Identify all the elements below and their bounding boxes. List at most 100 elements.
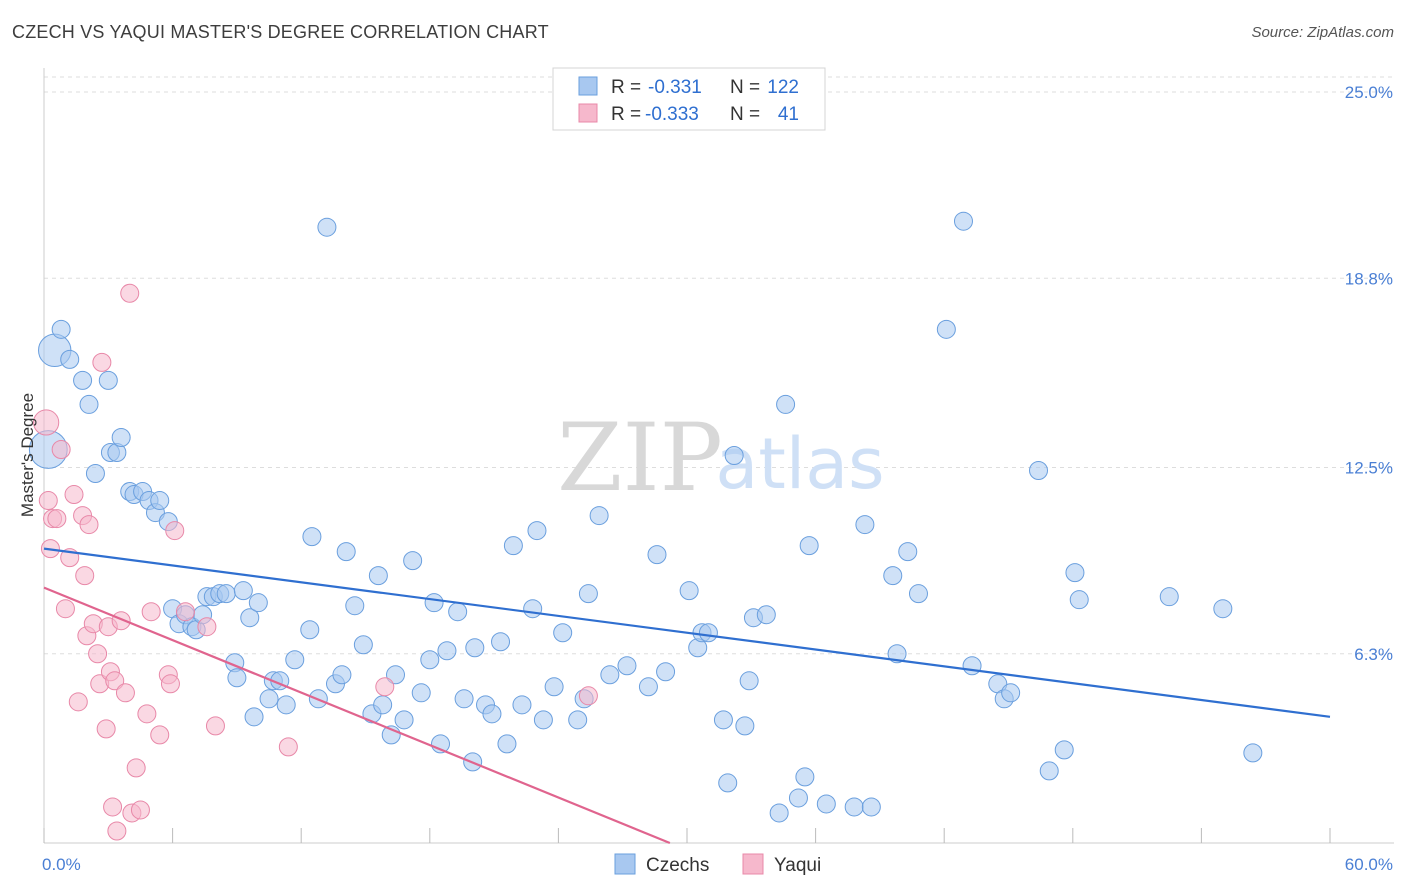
x-tick-label-1: 60.0% [1345,855,1393,874]
czechs-point-93 [756,605,776,625]
yaqui-point-0 [33,409,60,436]
czechs-point-91 [739,671,759,691]
czechs-point-41 [317,217,337,237]
yaqui-point-35 [165,521,185,541]
bottom-legend-swatch-yaqui [742,853,764,875]
legend-box: R = -0.331 N = 122 R = -0.333 N = 41 [552,67,826,131]
czechs-point-4 [79,394,99,414]
yaqui-point-1 [38,491,58,511]
yaqui-point-34 [160,674,180,694]
czechs-point-106 [908,584,928,604]
czechs-point-62 [465,638,485,658]
yaqui-point-36 [175,602,195,622]
czechs-point-53 [403,551,423,571]
czechs-point-94 [769,803,789,823]
czechs-point-117 [1069,590,1089,610]
czechs-point-73 [553,623,573,643]
yaqui-point-9 [68,692,88,712]
czechs-point-99 [816,794,836,814]
czechs-point-81 [647,545,667,565]
czechs-point-33 [259,689,279,709]
legend-n-label-yaqui: N = [730,104,760,125]
czechs-point-98 [799,536,819,556]
czechs-point-82 [656,662,676,682]
yaqui-point-31 [141,602,161,622]
czechs-point-112 [1001,683,1021,703]
czechs-point-32 [248,593,268,613]
yaqui-point-17 [92,352,112,372]
czechs-point-103 [883,566,903,586]
czechs-point-59 [448,602,468,622]
czechs-point-54 [411,683,431,703]
czechs-point-52 [394,710,414,730]
yaqui-point-11 [75,566,95,586]
czechs-point-5 [85,464,105,484]
czechs-point-78 [600,665,620,685]
chart-title: CZECH VS YAQUI MASTER'S DEGREE CORRELATI… [12,22,549,42]
czechs-point-108 [953,211,973,231]
yaqui-point-22 [105,671,125,691]
legend-swatch-czechs [578,76,598,96]
czechs-point-101 [855,515,875,535]
czechs-point-109 [962,656,982,676]
yaqui-point-5 [51,439,71,459]
czechs-point-26 [216,584,236,604]
czechs-point-9 [111,427,131,447]
yaqui-point-28 [126,758,146,778]
czechs-point-113 [1029,461,1049,481]
czechs-point-29 [233,581,253,601]
yaqui-point-21 [103,797,123,817]
legend-r-label-czechs: R = [611,77,641,98]
yaqui-points [33,283,598,841]
czechs-point-76 [578,584,598,604]
legend-swatch-yaqui [578,103,598,123]
x-tick-label-0: 0.0% [42,855,81,874]
legend-r-value-czechs: -0.331 [648,77,702,98]
bottom-legend-czechs: Czechs [646,855,709,876]
yaqui-point-26 [120,283,140,303]
legend-n-value-czechs: 122 [767,77,799,98]
yaqui-point-25 [115,683,135,703]
czechs-point-15 [150,491,170,511]
y-tick-label-2: 18.8% [1345,269,1393,288]
czechs-point-116 [1065,563,1085,583]
y-tick-label-1: 12.5% [1345,459,1393,478]
czechs-point-45 [345,596,365,616]
czechs-point-88 [718,773,738,793]
bottom-legend: Czechs Yaqui [614,853,821,876]
czechs-point-1 [51,319,71,339]
czechs-point-48 [368,566,388,586]
czechs-point-30 [240,608,260,628]
legend-n-label-czechs: N = [730,77,760,98]
bottom-legend-swatch-czechs [614,853,636,875]
watermark-atlas: atlas [715,423,884,505]
czechs-point-6 [98,370,118,390]
yaqui-point-15 [88,644,108,664]
yaqui-point-4 [47,509,67,529]
czechs-point-31 [244,707,264,727]
czechs-point-46 [353,635,373,655]
czechs-points [28,211,1263,823]
yaqui-point-37 [197,617,217,637]
yaqui-trend-line [43,586,671,845]
czechs-point-119 [1213,599,1233,619]
legend-r-value-yaqui: -0.333 [645,104,699,125]
czechs-point-55 [420,650,440,670]
czechs-point-89 [724,445,744,465]
czechs-point-56 [424,593,444,613]
y-tick-label-3: 25.0% [1345,83,1393,102]
czechs-point-80 [638,677,658,697]
czechs-point-120 [1243,743,1263,763]
czechs-point-96 [788,788,808,808]
czechs-point-3 [73,370,93,390]
czechs-point-118 [1159,587,1179,607]
czechs-trend-line [43,547,1331,718]
czechs-point-36 [276,695,296,715]
czechs-point-86 [698,623,718,643]
czechs-point-66 [497,734,517,754]
source-label: Source: ZipAtlas.com [1251,24,1394,41]
tick-labels: 6.3% 12.5% 18.8% 25.0% 0.0% 60.0% [42,83,1393,874]
czechs-point-104 [887,644,907,664]
czechs-point-70 [527,521,547,541]
